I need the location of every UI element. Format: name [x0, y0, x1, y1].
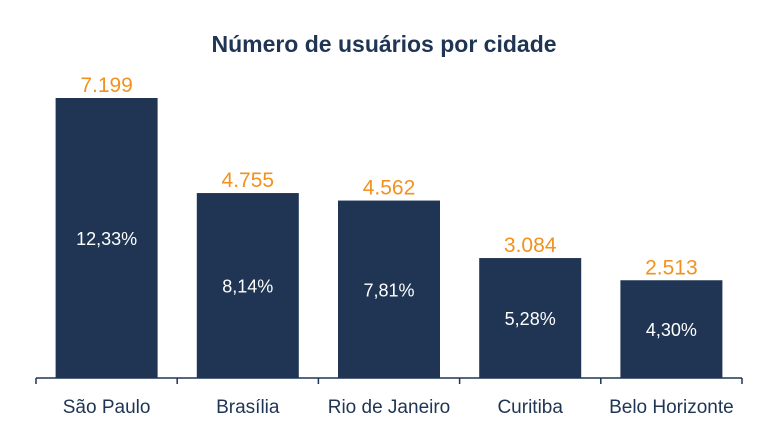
- category-label-2: Rio de Janeiro: [328, 397, 451, 418]
- category-label-4: Belo Horizonte: [609, 397, 734, 418]
- bar-1: [196, 193, 299, 378]
- bar-2: [338, 200, 440, 378]
- chart-title: Número de usuários por cidade: [211, 31, 556, 57]
- percent-label-0: 12,33%: [76, 229, 137, 249]
- value-label-1: 4.755: [222, 169, 275, 192]
- bar-0: [55, 98, 158, 378]
- value-label-3: 3.084: [504, 234, 557, 257]
- value-label-2: 4.562: [363, 177, 416, 200]
- category-label-0: São Paulo: [63, 397, 151, 418]
- value-label-4: 2.513: [645, 256, 698, 279]
- percent-label-1: 8,14%: [222, 277, 273, 297]
- bars-group: 7.199 12,33% São Paulo 4.755 8,14% Brasília 4.…: [55, 74, 734, 418]
- bar-3: [479, 258, 582, 378]
- percent-label-3: 5,28%: [505, 309, 556, 329]
- bar-4: [620, 280, 723, 378]
- category-label-3: Curitiba: [497, 397, 563, 418]
- value-label-0: 7.199: [80, 74, 133, 97]
- percent-label-4: 4,30%: [646, 320, 697, 340]
- category-label-1: Brasília: [216, 397, 280, 418]
- x-axis-ticks: [35, 378, 743, 384]
- percent-label-2: 7,81%: [363, 280, 414, 300]
